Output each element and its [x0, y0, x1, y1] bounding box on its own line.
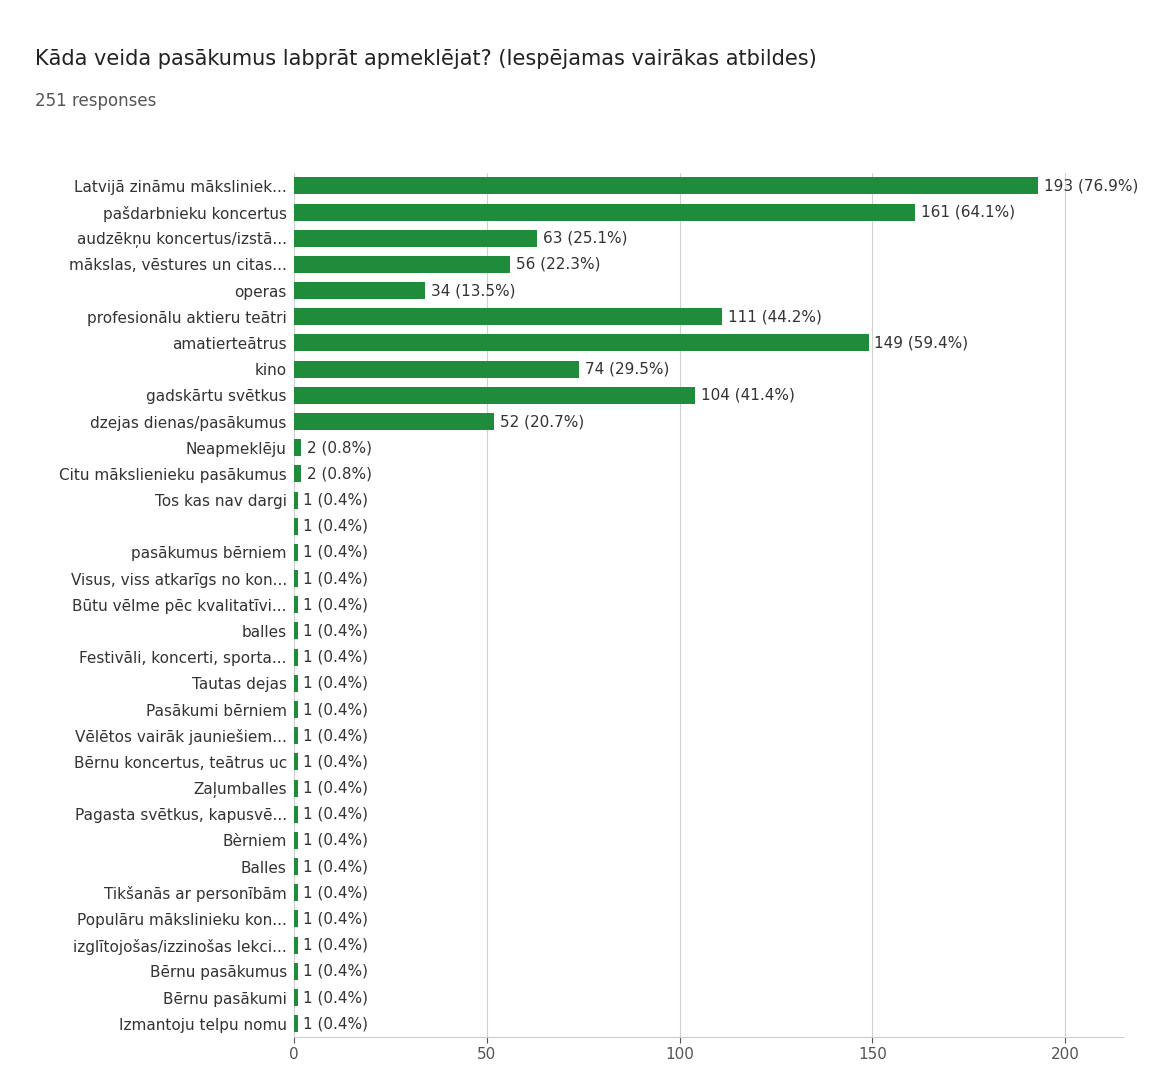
Text: 1 (0.4%): 1 (0.4%)	[303, 807, 369, 822]
Text: 1 (0.4%): 1 (0.4%)	[303, 492, 369, 508]
Text: 251 responses: 251 responses	[35, 92, 156, 110]
Bar	[294, 806, 297, 823]
Bar	[294, 649, 297, 665]
Text: 161 (64.1%): 161 (64.1%)	[920, 204, 1015, 219]
Bar	[294, 596, 297, 613]
Text: 1 (0.4%): 1 (0.4%)	[303, 545, 369, 559]
Text: 2 (0.8%): 2 (0.8%)	[308, 467, 372, 482]
Text: 1 (0.4%): 1 (0.4%)	[303, 518, 369, 534]
Bar	[294, 859, 297, 875]
Text: 1 (0.4%): 1 (0.4%)	[303, 833, 369, 848]
Text: 193 (76.9%): 193 (76.9%)	[1044, 178, 1138, 193]
Bar	[294, 780, 297, 797]
Text: 1 (0.4%): 1 (0.4%)	[303, 781, 369, 796]
Bar	[294, 282, 425, 299]
Text: 56 (22.3%): 56 (22.3%)	[516, 257, 600, 272]
Text: 1 (0.4%): 1 (0.4%)	[303, 755, 369, 769]
Text: 104 (41.4%): 104 (41.4%)	[700, 388, 795, 403]
Text: 52 (20.7%): 52 (20.7%)	[500, 414, 584, 429]
Text: 1 (0.4%): 1 (0.4%)	[303, 623, 369, 638]
Bar	[294, 413, 494, 430]
Bar	[294, 465, 302, 483]
Text: 74 (29.5%): 74 (29.5%)	[585, 362, 669, 377]
Bar	[294, 256, 510, 273]
Bar	[294, 544, 297, 561]
Text: 34 (13.5%): 34 (13.5%)	[431, 283, 515, 298]
Text: 1 (0.4%): 1 (0.4%)	[303, 702, 369, 717]
Text: 111 (44.2%): 111 (44.2%)	[728, 309, 821, 324]
Bar	[294, 440, 302, 456]
Text: 1 (0.4%): 1 (0.4%)	[303, 886, 369, 901]
Bar	[294, 361, 579, 378]
Bar	[294, 989, 297, 1007]
Text: Kāda veida pasākumus labprāt apmeklējat? (Iespējamas vairākas atbildes): Kāda veida pasākumus labprāt apmeklējat?…	[35, 49, 817, 69]
Bar	[294, 308, 722, 325]
Bar	[294, 675, 297, 692]
Bar	[294, 517, 297, 535]
Text: 149 (59.4%): 149 (59.4%)	[874, 336, 969, 351]
Text: 1 (0.4%): 1 (0.4%)	[303, 937, 369, 953]
Text: 1 (0.4%): 1 (0.4%)	[303, 597, 369, 612]
Bar	[294, 491, 297, 509]
Text: 63 (25.1%): 63 (25.1%)	[543, 231, 627, 246]
Bar	[294, 335, 869, 351]
Text: 1 (0.4%): 1 (0.4%)	[303, 859, 369, 874]
Bar	[294, 936, 297, 954]
Bar	[294, 754, 297, 770]
Bar	[294, 230, 537, 246]
Bar	[294, 832, 297, 849]
Text: 1 (0.4%): 1 (0.4%)	[303, 990, 369, 1005]
Bar	[294, 622, 297, 639]
Bar	[294, 727, 297, 744]
Bar	[294, 963, 297, 980]
Text: 1 (0.4%): 1 (0.4%)	[303, 650, 369, 664]
Text: 1 (0.4%): 1 (0.4%)	[303, 571, 369, 586]
Bar	[294, 701, 297, 718]
Text: 1 (0.4%): 1 (0.4%)	[303, 676, 369, 691]
Bar	[294, 885, 297, 902]
Bar	[294, 203, 915, 220]
Bar	[294, 570, 297, 588]
Text: 1 (0.4%): 1 (0.4%)	[303, 963, 369, 978]
Bar	[294, 177, 1038, 194]
Text: 1 (0.4%): 1 (0.4%)	[303, 728, 369, 743]
Text: 1 (0.4%): 1 (0.4%)	[303, 1016, 369, 1031]
Bar	[294, 1015, 297, 1032]
Text: 1 (0.4%): 1 (0.4%)	[303, 912, 369, 927]
Text: 2 (0.8%): 2 (0.8%)	[308, 441, 372, 455]
Bar	[294, 387, 695, 404]
Bar	[294, 910, 297, 928]
